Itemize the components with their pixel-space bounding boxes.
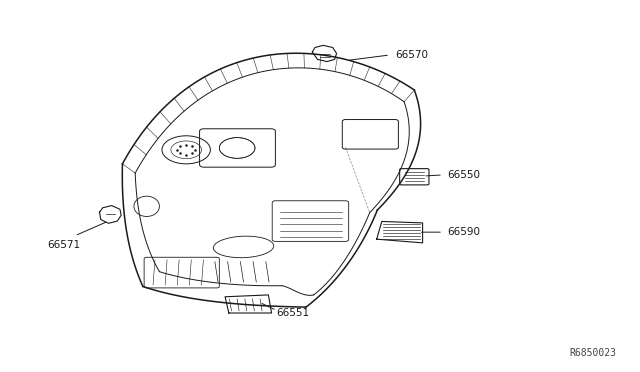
Text: 66570: 66570 — [395, 50, 428, 60]
Text: R6850023: R6850023 — [570, 348, 616, 358]
Text: 66590: 66590 — [447, 227, 481, 237]
Text: 66571: 66571 — [47, 240, 81, 250]
Text: 66550: 66550 — [447, 170, 481, 180]
Text: 66551: 66551 — [276, 308, 310, 318]
